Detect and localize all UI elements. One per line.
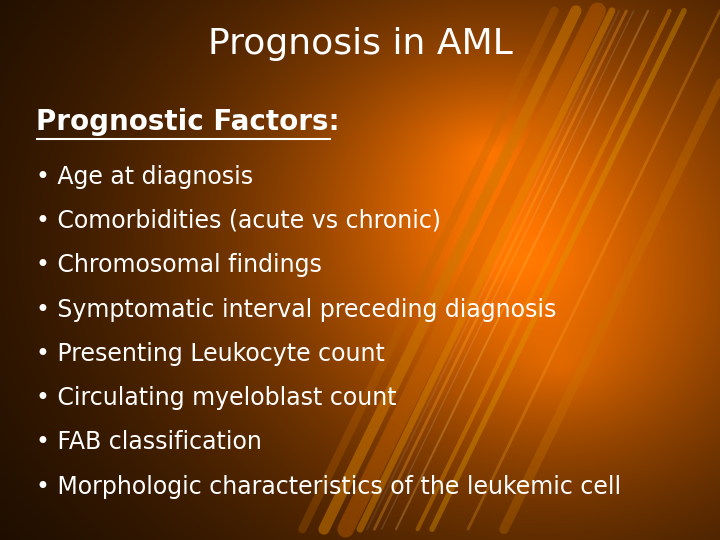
Text: Prognostic Factors:: Prognostic Factors:: [36, 108, 340, 136]
Text: • Age at diagnosis: • Age at diagnosis: [36, 165, 253, 188]
Text: • Morphologic characteristics of the leukemic cell: • Morphologic characteristics of the leu…: [36, 475, 621, 498]
Text: • Circulating myeloblast count: • Circulating myeloblast count: [36, 386, 397, 410]
Text: • Presenting Leukocyte count: • Presenting Leukocyte count: [36, 342, 385, 366]
Text: • Symptomatic interval preceding diagnosis: • Symptomatic interval preceding diagnos…: [36, 298, 557, 321]
Text: • Comorbidities (acute vs chronic): • Comorbidities (acute vs chronic): [36, 209, 441, 233]
Text: Prognosis in AML: Prognosis in AML: [207, 27, 513, 61]
Text: • Chromosomal findings: • Chromosomal findings: [36, 253, 322, 277]
Text: • FAB classification: • FAB classification: [36, 430, 262, 454]
